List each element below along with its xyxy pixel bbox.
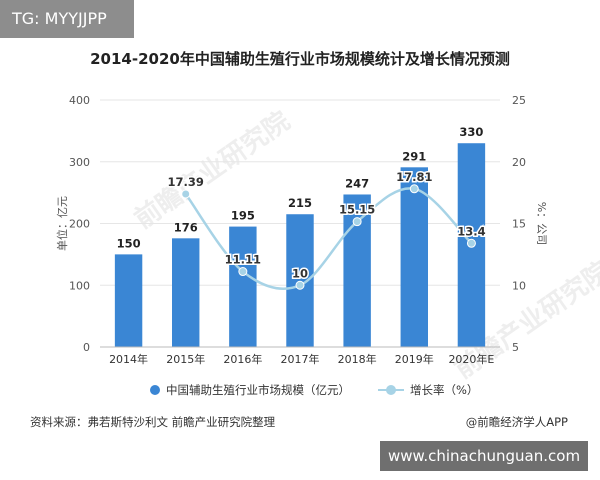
growth-value-label: 17.81 [396,170,432,184]
growth-line-path [184,187,473,291]
y-tick-label: 300 [69,156,90,169]
bar-value-label: 291 [402,149,426,163]
bar [172,238,200,347]
y-tick-label: 100 [69,279,90,292]
legend-bar-swatch [150,385,160,395]
y-tick-label: 0 [83,341,90,354]
credit: @前瞻经济学人APP [465,415,568,429]
x-tick-label: 2018年 [338,352,377,366]
bar-value-label: 150 [117,236,141,250]
legend-label-market-size: 中国辅助生殖行业市场规模（亿元） [166,383,350,397]
growth-value-label: 13.4 [457,224,485,238]
growth-point [181,189,191,199]
chart-title: 2014-2020年中国辅助生殖行业市场规模统计及增长情况预测 [90,50,510,68]
bar [229,226,257,347]
bar-value-label: 176 [174,220,198,234]
y-tick-label: 400 [69,94,90,107]
bar [400,167,428,347]
source-note: 资料来源：弗若斯特沙利文 前瞻产业研究院整理 [30,415,276,429]
growth-point [466,238,476,248]
growth-point [409,184,419,194]
growth-line [181,184,476,291]
x-tick-label: 2015年 [166,352,205,366]
growth-point [295,280,305,290]
x-tick-label: 2017年 [281,352,320,366]
legend-label-growth-rate: 增长率（%） [410,383,479,397]
bar-value-label: 247 [345,176,369,190]
y-axis-label: 单位：亿元 [55,196,69,251]
y2-tick-label: 10 [512,279,526,292]
bar-value-label: 195 [231,209,255,223]
y-tick-label: 200 [69,218,90,231]
axes: 0 100 200 300 400 5 10 15 20 25 2014年 2015年 2016年 201… [55,94,548,366]
growth-value-label: 10 [292,266,308,280]
x-tick-label: 2014年 [109,352,148,366]
growth-point [238,267,248,277]
y2-axis-label: %：公司 [535,202,548,245]
x-tick-label: 2016年 [223,352,262,366]
y2-tick-label: 5 [512,341,519,354]
growth-value-label: 15.15 [339,203,375,217]
legend-line-swatch [378,385,404,395]
website-banner: www.chinachunguan.com [380,441,588,471]
x-tick-label: 2020年E [448,352,494,366]
bar [114,254,143,347]
bar-value-label: 215 [288,196,312,210]
growth-value-label: 17.39 [168,175,204,189]
y2-tick-label: 15 [512,218,526,231]
y2-tick-label: 25 [512,94,526,107]
legend-item-market-size: 中国辅助生殖行业市场规模（亿元） [150,382,350,398]
y2-tick-label: 20 [512,156,526,169]
legend-item-growth-rate: 增长率（%） [378,382,478,398]
legend: 中国辅助生殖行业市场规模（亿元） 增长率（%） [150,382,478,398]
bar-value-label: 330 [459,125,483,139]
growth-point [352,217,362,227]
source-tag: TG: MYYJJPP [0,0,134,38]
x-tick-label: 2019年 [395,352,434,366]
bar [286,214,314,347]
growth-value-label: 11.11 [225,253,261,267]
data-labels: 150 176 195 215 247 291 330 17.39 11.11 10 15.15 17… [117,125,488,282]
